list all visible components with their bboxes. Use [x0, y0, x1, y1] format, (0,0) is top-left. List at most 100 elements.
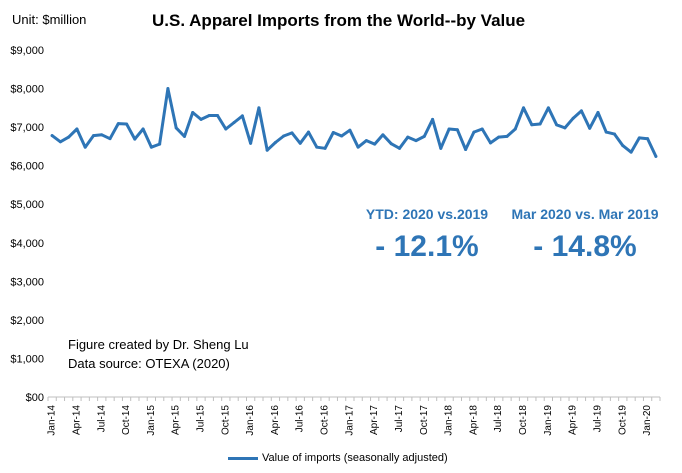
data-point [373, 142, 377, 146]
march-change-annotation: Mar 2020 vs. Mar 2019 - 14.8% [505, 206, 665, 264]
x-tick-label: Oct-18 [518, 405, 529, 435]
data-point [91, 134, 95, 138]
data-point [191, 110, 195, 114]
data-point [488, 141, 492, 145]
data-point [505, 134, 509, 138]
x-tick-label: Jul-17 [394, 405, 405, 433]
y-tick-label: $7,000 [10, 122, 44, 134]
data-point [340, 134, 344, 138]
x-tick-label: Apr-14 [71, 405, 82, 435]
data-point [356, 145, 360, 149]
data-point [224, 127, 228, 131]
y-tick-label: $00 [26, 392, 44, 404]
x-tick-label: Jan-19 [543, 405, 554, 436]
y-tick-label: $2,000 [10, 315, 44, 327]
data-point [455, 128, 459, 132]
data-point [100, 133, 104, 137]
data-point [331, 131, 335, 135]
data-point [199, 117, 203, 121]
data-point [133, 137, 137, 141]
x-tick-label: Apr-15 [171, 405, 182, 435]
data-point [538, 122, 542, 126]
data-point [530, 123, 534, 127]
data-point [216, 114, 220, 118]
data-point [389, 142, 393, 146]
data-point [282, 134, 286, 138]
data-point [406, 135, 410, 139]
data-point [579, 109, 583, 113]
march-change-value: - 14.8% [533, 230, 637, 263]
series-layer [50, 87, 658, 158]
x-tick-label: Jan-20 [642, 405, 653, 436]
credit-author: Figure created by Dr. Sheng Lu [68, 337, 249, 352]
data-point [182, 134, 186, 138]
x-tick-label: Apr-16 [270, 405, 281, 435]
x-tick-label: Apr-18 [468, 405, 479, 435]
data-point [629, 150, 633, 154]
data-point [381, 133, 385, 137]
ytd-change-label: YTD: 2020 vs.2019 [365, 206, 489, 222]
data-point [50, 134, 54, 138]
data-point [290, 131, 294, 135]
data-point [58, 140, 62, 144]
y-tick-label: $1,000 [10, 353, 44, 365]
data-point [108, 137, 112, 141]
series-line [50, 87, 658, 158]
data-point [141, 127, 145, 131]
data-point [472, 130, 476, 134]
data-point [546, 106, 550, 110]
data-point [414, 139, 418, 143]
legend-label: Value of imports (seasonally adjusted) [262, 452, 448, 464]
y-tick-label: $9,000 [10, 45, 44, 57]
data-point [555, 123, 559, 127]
data-point [125, 122, 129, 126]
data-point [257, 106, 261, 110]
credit-source: Data source: OTEXA (2020) [68, 356, 230, 371]
data-point [348, 128, 352, 132]
data-point [249, 141, 253, 145]
x-axis: Jan-14 Apr-14 Jul-14 Oct-14 Jan-15 Apr-15 Jul-… [47, 396, 661, 436]
y-axis: $00 $1,000 $2,000 $3,000 $4,000 $5,000 $6,000 $… [10, 45, 44, 404]
x-tick-label: Jan-14 [47, 405, 58, 436]
x-tick-label: Jul-14 [96, 405, 107, 433]
data-point [621, 144, 625, 148]
y-tick-label: $5,000 [10, 199, 44, 211]
data-point [298, 141, 302, 145]
y-tick-label: $6,000 [10, 161, 44, 173]
x-tick-label: Jan-17 [344, 405, 355, 436]
data-point [397, 146, 401, 150]
data-point [149, 145, 153, 149]
x-tick-label: Jul-18 [493, 405, 504, 433]
x-tick-label: Oct-19 [617, 405, 628, 435]
x-tick-label: Jul-19 [592, 405, 603, 433]
data-point [646, 137, 650, 141]
data-point [315, 145, 319, 149]
data-point [613, 132, 617, 136]
data-point [158, 142, 162, 146]
x-tick-label: Oct-17 [419, 405, 430, 435]
data-point [273, 141, 277, 145]
x-tick-label: Apr-17 [369, 405, 380, 435]
data-point [596, 110, 600, 114]
x-tick-label: Oct-15 [220, 405, 231, 435]
data-point [497, 135, 501, 139]
data-point [67, 135, 71, 139]
x-tick-label: Jan-15 [146, 405, 157, 436]
data-point [174, 126, 178, 130]
data-point [571, 116, 575, 120]
data-point [513, 127, 517, 131]
data-point [447, 127, 451, 131]
data-point [480, 127, 484, 131]
data-point [207, 114, 211, 118]
legend-swatch [228, 456, 258, 460]
data-point [637, 136, 641, 140]
data-point [464, 147, 468, 151]
y-tick-label: $4,000 [10, 238, 44, 250]
data-point [83, 145, 87, 149]
data-point [232, 120, 236, 124]
y-axis-unit-label: Unit: $million [12, 12, 87, 27]
data-point [431, 117, 435, 121]
data-point [307, 130, 311, 134]
x-tick-label: Jul-16 [295, 405, 306, 433]
